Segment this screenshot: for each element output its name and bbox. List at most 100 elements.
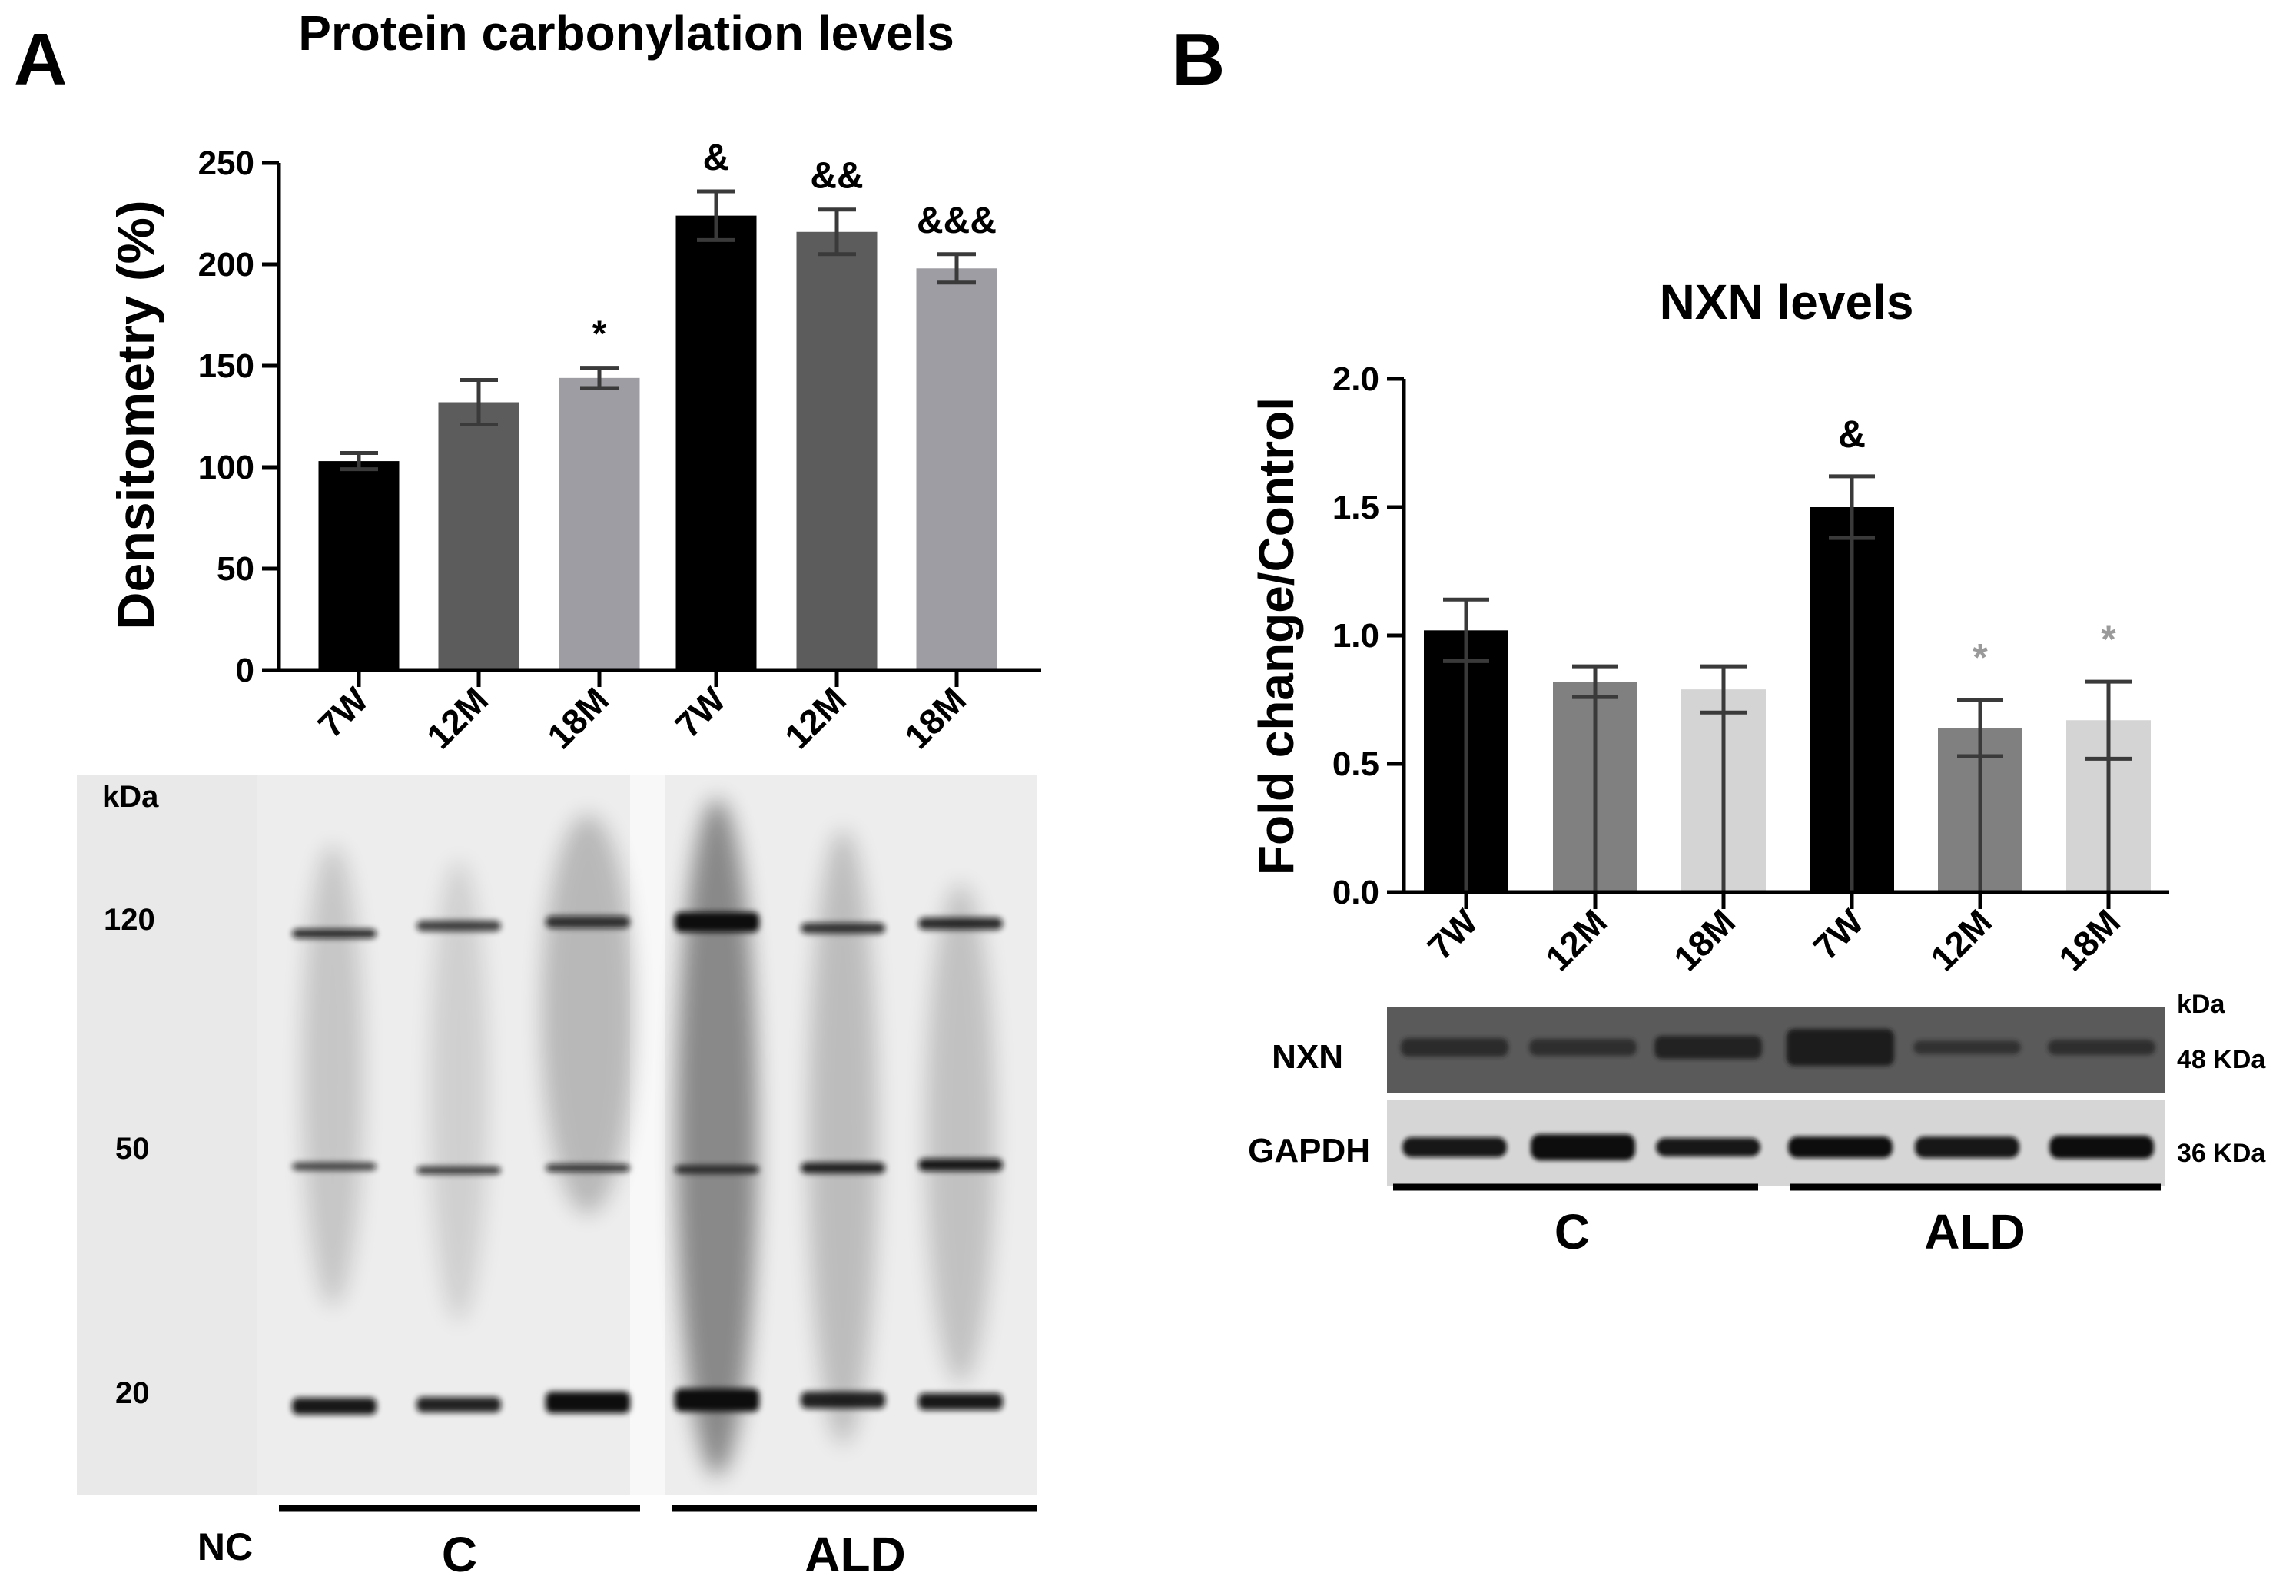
panel-a-y-tick-label: 200 (198, 246, 254, 284)
panel-b-chart: Fold change/Control 0.0 0.5 1.0 1.5 2.0 7W 12… (1249, 360, 2169, 978)
blot-band (416, 921, 501, 931)
blot-band (801, 923, 885, 934)
blot-band (675, 1166, 759, 1173)
panel-b-y-label: Fold change/Control (1249, 397, 1304, 875)
panel-a-y-tick-label: 100 (198, 449, 254, 486)
blot-lane-smear (926, 884, 995, 1383)
panel-b-y-tick-label: 0.5 (1332, 745, 1379, 783)
nxn-band (1654, 1036, 1762, 1059)
panel-a-y-tick-label: 50 (217, 550, 254, 588)
blot-band (918, 1159, 1003, 1171)
panel-a-bar (559, 377, 640, 670)
panel-b-x-tick-label: 7W (1806, 901, 1872, 967)
panel-a-x-tick-label: 7W (668, 679, 734, 745)
panel-b-x-tick-label: 18M (2051, 901, 2128, 978)
blot-band (546, 1164, 630, 1172)
panel-a-blot-marker-lane (77, 775, 257, 1495)
panel-a-significance-marker: & (703, 138, 730, 178)
panel-a-x-tick-label: 12M (419, 679, 496, 756)
nxn-band (2048, 1040, 2155, 1055)
nxn-blot-strip (1387, 1007, 2165, 1093)
panel-b-y-tick-label: 0.0 (1332, 874, 1379, 911)
blot-band (675, 912, 759, 932)
blot-marker-120: 120 (104, 903, 155, 937)
nxn-size-label: 48 KDa (2177, 1045, 2266, 1074)
panel-a-significance-marker: && (810, 156, 863, 197)
gapdh-band (1915, 1136, 2019, 1158)
gapdh-band (1402, 1137, 1507, 1157)
panel-a-significance-marker: * (592, 314, 607, 355)
blot-marker-20: 20 (115, 1376, 150, 1410)
panel-a-bar (916, 268, 997, 670)
panel-a-y-tick-label: 250 (198, 144, 254, 182)
panel-b-significance-marker: & (1838, 413, 1866, 456)
blot-band (416, 1397, 501, 1412)
blot-band (292, 1163, 377, 1170)
panel-a-x-tick-label: 18M (897, 679, 974, 756)
panel-b-significance-marker: * (2101, 618, 2116, 661)
group-b-c-label: C (1554, 1204, 1590, 1259)
panel-a-y-label: Densitometry (%) (107, 200, 165, 629)
blot-band (292, 1398, 377, 1415)
panel-a-y-tick-label: 150 (198, 347, 254, 385)
panel-a-y-tick-label: 0 (236, 652, 254, 689)
panel-b-significance-marker: * (1973, 636, 1988, 679)
panel-a-x-tick-label: 12M (777, 679, 854, 756)
blot-lane-smear (302, 845, 363, 1306)
nxn-band (1401, 1038, 1508, 1057)
blot-marker-50: 50 (115, 1132, 150, 1166)
blot-band (675, 1389, 759, 1412)
panel-a-bar (675, 215, 757, 670)
panel-a-blot-lane-gap (630, 775, 665, 1495)
panel-b-x-tick-label: 7W (1420, 901, 1486, 967)
blot-lane-smear (542, 815, 634, 1214)
panel-b-blot: kDa NXN GAPDH 48 KDa 36 KDa C ALD (1248, 990, 2266, 1259)
gapdh-blot-strip (1387, 1100, 2165, 1186)
gapdh-band (1531, 1134, 1635, 1160)
group-c-label: C (442, 1527, 477, 1582)
blot-b-kda-header: kDa (2177, 990, 2225, 1019)
panel-a-title: Protein carbonylation levels (298, 5, 954, 61)
nxn-band (1913, 1040, 2021, 1054)
blot-kda-header: kDa (102, 780, 159, 814)
blot-lane-smear (430, 861, 488, 1322)
panel-b-y-tick-label: 1.0 (1332, 617, 1379, 655)
panel-b-x-tick-label: 18M (1666, 901, 1743, 978)
panel-a-bar (318, 461, 400, 670)
nxn-band (1529, 1039, 1637, 1056)
blot-band (416, 1166, 501, 1174)
blot-band (918, 1393, 1003, 1410)
gapdh-band (1788, 1136, 1893, 1158)
panel-a-significance-marker: &&& (917, 201, 997, 241)
gapdh-size-label: 36 KDa (2177, 1139, 2266, 1168)
panel-b-letter: B (1172, 18, 1225, 101)
blot-band (801, 1392, 885, 1409)
blot-band (292, 929, 377, 938)
panel-b-title: NXN levels (1660, 274, 1914, 330)
nxn-label: NXN (1272, 1038, 1343, 1076)
panel-a-x-tick-label: 7W (310, 679, 377, 745)
panel-a-letter: A (14, 18, 67, 101)
gapdh-band (1656, 1138, 1760, 1156)
panel-b-y-tick-label: 2.0 (1332, 360, 1379, 398)
gapdh-label: GAPDH (1248, 1132, 1370, 1170)
gapdh-band (2049, 1136, 2154, 1159)
blot-band (546, 1392, 630, 1413)
blot-band (918, 917, 1003, 930)
panel-b-x-tick-label: 12M (1538, 901, 1614, 978)
blot-band (801, 1163, 885, 1173)
panel-a-x-tick-label: 18M (539, 679, 616, 756)
panel-b-x-tick-label: 12M (1923, 901, 1999, 978)
group-ald-label: ALD (805, 1527, 906, 1582)
panel-b-y-tick-label: 1.5 (1332, 489, 1379, 526)
panel-a-chart: Densitometry (%) 0 50 100 150 200 250 7W 12M 18… (107, 138, 1041, 756)
nxn-band (1787, 1029, 1894, 1066)
group-b-ald-label: ALD (1924, 1204, 2026, 1259)
blot-lane-smear (676, 799, 758, 1475)
panel-a-bar (438, 402, 519, 670)
panel-a-bar (796, 231, 878, 670)
blot-band (546, 916, 630, 928)
nc-label: NC (197, 1525, 253, 1568)
blot-lane-smear (808, 830, 878, 1445)
